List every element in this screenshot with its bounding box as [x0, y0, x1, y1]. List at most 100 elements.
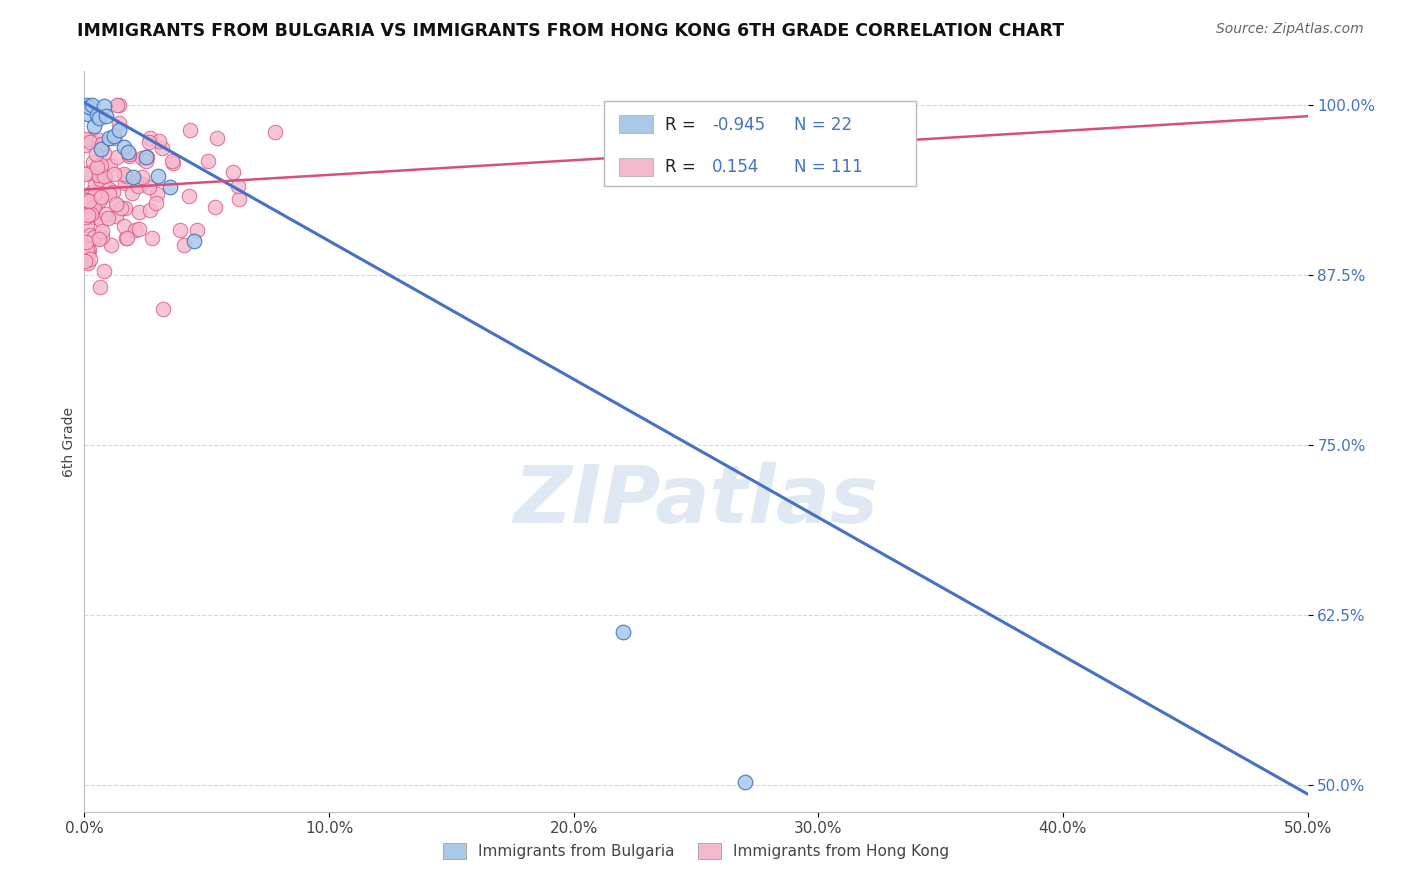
Text: ZIPatlas: ZIPatlas: [513, 462, 879, 540]
Point: [115, 230, 138, 244]
Text: R =: R =: [665, 159, 707, 177]
Point: [75, 193, 97, 207]
Point: [75, 132, 97, 146]
Point: [75, 235, 97, 249]
Point: [138, 135, 160, 149]
Point: [103, 167, 125, 181]
Point: [82, 210, 104, 224]
Point: [131, 169, 153, 184]
Point: [94, 169, 117, 184]
Text: -0.945: -0.945: [711, 116, 765, 134]
Point: [114, 176, 136, 190]
Point: [114, 169, 136, 183]
Point: [105, 210, 128, 224]
Point: [80, 132, 103, 146]
Point: [87, 111, 110, 125]
Point: [100, 237, 122, 252]
Y-axis label: 6th Grade: 6th Grade: [62, 407, 76, 476]
Point: [110, 201, 132, 215]
Point: [83, 119, 105, 133]
Point: [89, 159, 111, 173]
Point: [186, 223, 208, 237]
Point: [138, 131, 160, 145]
Legend: Immigrants from Bulgaria, Immigrants from Hong Kong: Immigrants from Bulgaria, Immigrants fro…: [436, 836, 956, 867]
Text: IMMIGRANTS FROM BULGARIA VS IMMIGRANTS FROM HONG KONG 6TH GRADE CORRELATION CHAR: IMMIGRANTS FROM BULGARIA VS IMMIGRANTS F…: [77, 22, 1064, 40]
Point: [121, 186, 143, 200]
Point: [89, 172, 111, 186]
Point: [135, 154, 157, 169]
Point: [118, 147, 141, 161]
Point: [146, 187, 169, 202]
Point: [90, 136, 112, 151]
Point: [87, 168, 110, 182]
Point: [82, 154, 104, 169]
Point: [76, 246, 98, 260]
Point: [77, 107, 100, 121]
Point: [112, 140, 135, 154]
Point: [160, 153, 183, 168]
Point: [612, 624, 634, 639]
Point: [179, 189, 201, 203]
Point: [117, 231, 139, 245]
Bar: [605, 101, 917, 186]
Point: [138, 180, 160, 194]
Point: [152, 301, 174, 316]
Point: [148, 134, 170, 148]
Point: [226, 179, 249, 194]
Point: [179, 123, 201, 137]
Point: [114, 167, 136, 181]
Point: [97, 211, 120, 225]
Point: [80, 207, 103, 221]
Point: [93, 169, 115, 183]
Point: [76, 98, 98, 112]
Point: [128, 204, 150, 219]
Text: N = 22: N = 22: [794, 116, 852, 134]
Point: [98, 182, 121, 196]
Point: [76, 256, 98, 270]
Point: [79, 252, 101, 267]
Point: [98, 157, 121, 171]
Point: [93, 146, 115, 161]
Point: [107, 122, 129, 136]
Point: [228, 193, 250, 207]
Point: [97, 131, 120, 145]
Point: [135, 150, 157, 164]
Point: [124, 222, 146, 236]
Point: [169, 222, 191, 236]
Point: [112, 219, 135, 233]
Point: [97, 187, 120, 202]
Text: 0.154: 0.154: [711, 159, 759, 177]
Point: [89, 280, 111, 294]
Point: [93, 264, 115, 278]
Point: [105, 98, 128, 112]
Text: R =: R =: [665, 116, 702, 134]
Point: [86, 108, 108, 122]
Point: [117, 145, 139, 159]
Text: Source: ZipAtlas.com: Source: ZipAtlas.com: [1216, 22, 1364, 37]
Point: [77, 100, 100, 114]
Point: [80, 98, 103, 112]
Point: [105, 198, 128, 212]
Point: [80, 185, 103, 199]
Point: [204, 200, 226, 214]
Point: [103, 128, 125, 143]
Point: [75, 254, 97, 268]
Point: [77, 208, 100, 222]
Point: [77, 243, 100, 257]
Point: [90, 213, 112, 227]
Point: [86, 160, 108, 174]
Point: [131, 177, 153, 191]
Point: [90, 159, 112, 173]
Point: [183, 234, 205, 248]
Point: [83, 200, 105, 214]
Point: [139, 203, 162, 218]
Point: [162, 156, 184, 170]
Point: [75, 138, 97, 153]
Text: N = 111: N = 111: [794, 159, 862, 177]
Point: [222, 165, 245, 179]
Bar: [619, 158, 654, 176]
Point: [173, 237, 195, 252]
Point: [76, 218, 98, 232]
Point: [131, 152, 153, 166]
Point: [82, 205, 104, 219]
